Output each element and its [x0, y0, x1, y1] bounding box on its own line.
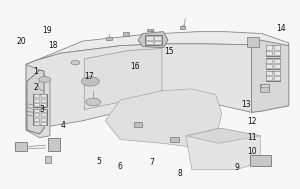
Polygon shape [26, 32, 289, 64]
FancyBboxPatch shape [34, 109, 39, 112]
Polygon shape [186, 128, 260, 170]
FancyBboxPatch shape [266, 45, 272, 50]
FancyBboxPatch shape [266, 64, 272, 68]
Text: 1: 1 [34, 67, 38, 77]
FancyBboxPatch shape [15, 142, 27, 151]
Text: 10: 10 [247, 147, 256, 156]
Text: 5: 5 [97, 157, 102, 166]
Text: 18: 18 [48, 41, 58, 50]
Polygon shape [27, 70, 44, 134]
Ellipse shape [71, 60, 80, 65]
FancyBboxPatch shape [146, 36, 153, 40]
FancyBboxPatch shape [41, 113, 46, 116]
FancyBboxPatch shape [34, 122, 39, 125]
FancyBboxPatch shape [33, 94, 47, 107]
FancyBboxPatch shape [45, 156, 51, 163]
Ellipse shape [86, 98, 101, 106]
FancyBboxPatch shape [147, 29, 153, 31]
FancyBboxPatch shape [180, 26, 185, 29]
FancyBboxPatch shape [134, 122, 142, 127]
FancyBboxPatch shape [41, 94, 46, 97]
FancyBboxPatch shape [266, 51, 272, 56]
Ellipse shape [249, 39, 256, 43]
Text: 20: 20 [16, 37, 26, 46]
FancyBboxPatch shape [261, 84, 269, 87]
Text: 3: 3 [40, 105, 44, 114]
Text: 14: 14 [277, 24, 286, 33]
FancyBboxPatch shape [266, 71, 272, 75]
FancyBboxPatch shape [41, 109, 46, 112]
Text: 17: 17 [84, 72, 94, 81]
FancyBboxPatch shape [154, 36, 161, 40]
FancyBboxPatch shape [34, 113, 39, 116]
FancyBboxPatch shape [260, 84, 269, 92]
FancyBboxPatch shape [33, 108, 47, 125]
Ellipse shape [39, 77, 51, 82]
FancyBboxPatch shape [106, 37, 112, 40]
FancyBboxPatch shape [146, 41, 153, 44]
FancyBboxPatch shape [34, 103, 39, 106]
Ellipse shape [15, 143, 21, 146]
FancyBboxPatch shape [266, 58, 280, 69]
Ellipse shape [264, 159, 272, 162]
FancyBboxPatch shape [154, 41, 161, 44]
Ellipse shape [124, 33, 128, 35]
FancyBboxPatch shape [170, 137, 179, 142]
FancyBboxPatch shape [266, 70, 280, 81]
FancyBboxPatch shape [250, 155, 271, 166]
Text: 7: 7 [149, 159, 154, 167]
Ellipse shape [254, 158, 264, 163]
FancyBboxPatch shape [41, 122, 46, 125]
FancyBboxPatch shape [34, 98, 39, 102]
FancyBboxPatch shape [41, 103, 46, 106]
FancyBboxPatch shape [34, 94, 39, 97]
Polygon shape [26, 44, 287, 130]
Text: 8: 8 [178, 169, 182, 178]
Text: 13: 13 [241, 100, 250, 109]
FancyBboxPatch shape [266, 76, 272, 80]
FancyBboxPatch shape [41, 118, 46, 121]
FancyBboxPatch shape [274, 76, 280, 80]
FancyBboxPatch shape [247, 37, 259, 47]
Text: 12: 12 [247, 117, 256, 126]
Text: 4: 4 [61, 121, 66, 130]
Ellipse shape [172, 138, 176, 141]
FancyBboxPatch shape [274, 45, 280, 50]
FancyBboxPatch shape [274, 64, 280, 68]
FancyBboxPatch shape [123, 32, 129, 36]
FancyBboxPatch shape [274, 71, 280, 75]
FancyBboxPatch shape [274, 51, 280, 56]
FancyBboxPatch shape [146, 35, 162, 45]
Text: 16: 16 [130, 62, 140, 71]
Ellipse shape [81, 77, 99, 86]
FancyBboxPatch shape [266, 45, 280, 56]
FancyBboxPatch shape [34, 118, 39, 121]
Ellipse shape [135, 123, 140, 126]
FancyBboxPatch shape [48, 138, 60, 151]
Text: 9: 9 [234, 163, 239, 172]
Polygon shape [26, 64, 50, 138]
Text: 19: 19 [42, 26, 52, 35]
Polygon shape [186, 128, 260, 143]
Text: 6: 6 [118, 162, 123, 171]
Polygon shape [138, 32, 168, 48]
Polygon shape [251, 40, 289, 112]
Text: 2: 2 [34, 83, 38, 92]
FancyBboxPatch shape [266, 59, 272, 63]
FancyBboxPatch shape [274, 59, 280, 63]
FancyBboxPatch shape [41, 98, 46, 102]
Text: 11: 11 [247, 133, 256, 142]
Polygon shape [84, 49, 162, 109]
Text: 15: 15 [165, 47, 174, 56]
Polygon shape [105, 89, 222, 147]
